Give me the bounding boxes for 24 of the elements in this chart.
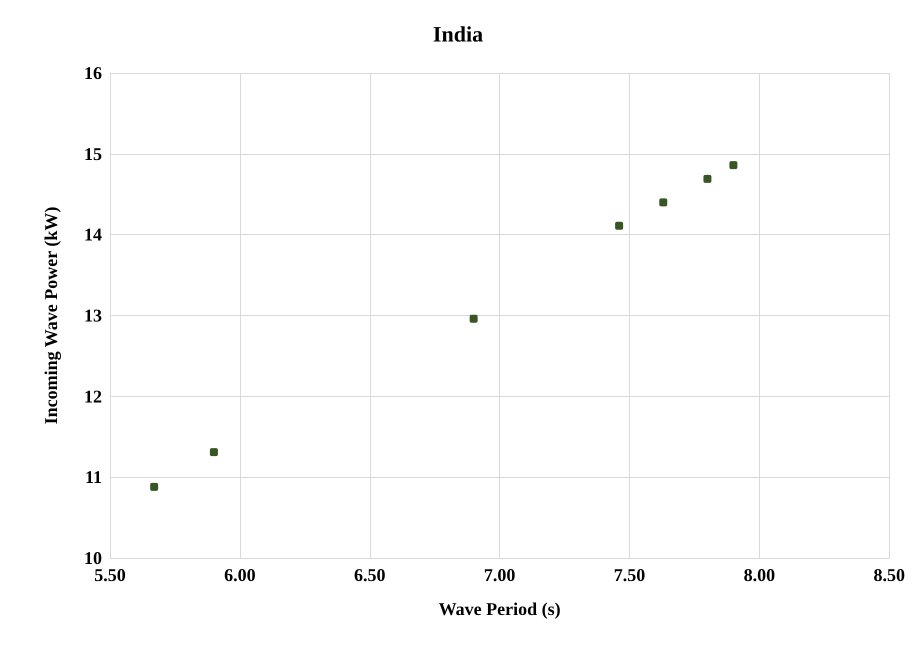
point (150, 482, 158, 491)
x-tick-label: 5.50 (94, 565, 126, 585)
chart-title: India (432, 22, 484, 46)
point (703, 174, 712, 183)
x-tick-label: 7.00 (484, 565, 516, 585)
y-tick-label: 11 (84, 467, 102, 488)
x-tick-label: 7.50 (614, 565, 646, 585)
y-tick-label: 14 (84, 224, 102, 245)
y-tick-label: 12 (84, 386, 102, 406)
y-axis-title: Incoming Wave Power (kW) (41, 206, 61, 424)
x-tick-label: 6.50 (354, 565, 386, 585)
x-tick-label: 6.00 (224, 565, 256, 585)
y-tick-label: 15 (84, 144, 102, 164)
x-tick-label: 8.50 (874, 565, 905, 585)
point (210, 448, 218, 456)
y-tick-label: 13 (84, 306, 102, 326)
point (659, 198, 668, 206)
point (470, 314, 478, 323)
y-tick-label: 16 (84, 63, 102, 83)
x-tick-label: 8.00 (744, 565, 776, 585)
y-tick-label: 10 (84, 548, 102, 568)
point (729, 161, 738, 170)
point (615, 222, 624, 230)
x-axis-title: Wave Period (s) (438, 599, 561, 619)
